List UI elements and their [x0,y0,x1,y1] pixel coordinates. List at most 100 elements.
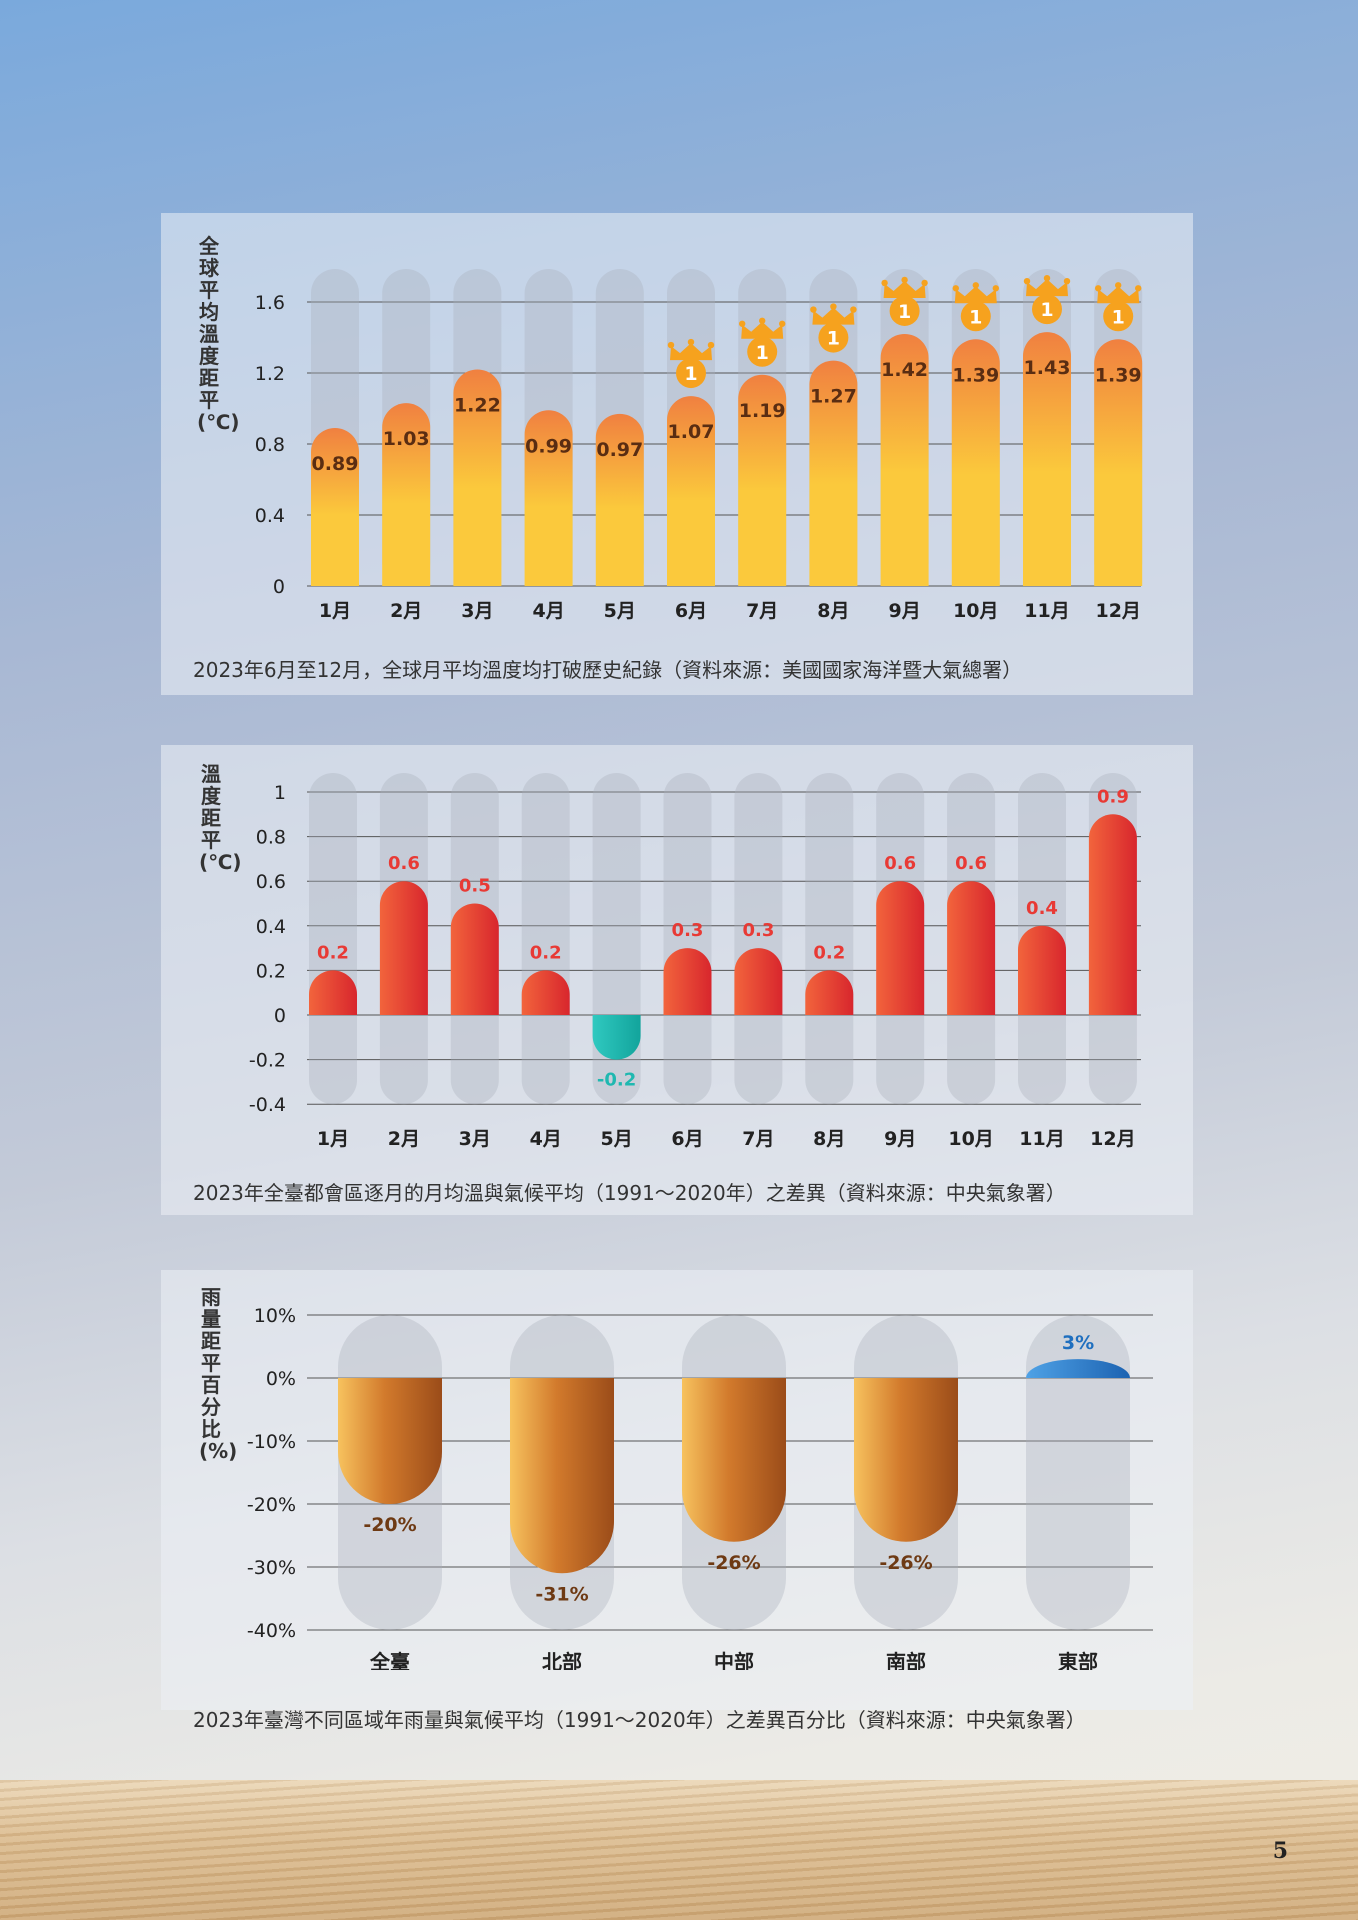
x-tick-label: 8月 [817,600,849,622]
y-tick-label: 0.8 [255,434,285,456]
bar [382,403,431,586]
x-tick-label: 10月 [953,600,998,622]
bar-value-label: 1.07 [668,421,715,443]
record-badge [1103,301,1134,332]
y-tick-label: 1.6 [255,292,285,314]
bar-value-label: 0.6 [884,853,916,874]
x-tick-label: 11月 [1019,1128,1064,1150]
record-badge-label: 1 [827,328,840,350]
bar-value-label: -0.2 [597,1070,636,1091]
crown-icon-jewel [1043,274,1051,282]
y-tick-label: 0 [274,1005,286,1027]
chart2-caption: 2023年全臺都會區逐月的月均溫與氣候平均（1991～2020年）之差異（資料來… [193,1181,1066,1205]
y-tick-label: -0.2 [249,1050,286,1072]
record-badge-label: 1 [756,342,769,364]
global-temp-chart-panel: 全球平均溫度距平(℃) 0 0.4 0.8 1.2 1.6 0.89 1月 1.03 2月 1.2… [161,213,1193,695]
crown-icon-jewel [687,338,695,346]
bar-track [521,773,570,1105]
chart3-y-axis-label: 雨量距平百分比(%) [199,1285,238,1463]
global-temp-chart: 0 0.4 0.8 1.2 1.6 0.89 1月 1.03 2月 1.22 3月 0.99 4月 0.9… [255,269,1143,622]
bar [805,970,854,1015]
bar-value-label: 0.3 [672,920,704,941]
bar [1023,332,1071,586]
crown-icon-jewel [972,282,979,289]
bar-value-label: 0.2 [530,942,562,963]
crown-icon-jewel [1095,285,1102,292]
y-tick-label: 0.8 [256,827,286,849]
bar-value-label: 0.3 [742,920,774,941]
bar-track [1026,1315,1130,1630]
bar-value-label: 0.9 [1097,786,1129,807]
bar [379,881,428,1015]
bar [738,374,787,586]
chart3-caption: 2023年臺灣不同區域年雨量與氣候平均（1991～2020年）之差異百分比（資料… [193,1708,1086,1732]
crown-icon-jewel [707,341,715,349]
x-tick-label: 3月 [459,1128,491,1150]
x-tick-label: 11月 [1024,600,1069,622]
bar [510,1378,614,1574]
bar-value-label: 1.39 [952,364,999,386]
bar-value-label: 1.03 [383,428,430,450]
bar-value-label: -26% [707,1552,760,1574]
y-tick-label: -30% [247,1557,296,1579]
bar-value-label: -31% [535,1583,588,1605]
bar-value-label: 0.4 [1026,898,1058,919]
crown-icon-jewel [992,285,999,292]
x-tick-label: 3月 [461,600,493,622]
crown-icon-jewel [952,285,959,292]
y-tick-label: 1.2 [255,363,285,385]
bar [663,948,712,1015]
bar [682,1378,786,1542]
bar [734,948,783,1015]
record-badge-label: 1 [1040,299,1053,321]
bar-track [734,773,783,1105]
x-tick-label: 8月 [813,1128,845,1150]
crown-icon-jewel [901,276,908,284]
bar [309,970,357,1015]
bar-value-label: 1.27 [810,386,857,408]
bar [592,1015,641,1060]
crown-icon [954,286,997,304]
x-tick-label: 6月 [675,600,707,622]
bar-value-label: 1.39 [1095,364,1142,386]
rainfall-chart: 10% 0% -10% -20% -30% -40% -20% 全臺 -31% 北部 -26% 中部 -… [247,1305,1153,1670]
y-tick-label: 0.4 [255,505,285,527]
x-tick-label: 7月 [742,1128,774,1150]
bar-value-label: 0.89 [312,453,359,475]
crown-icon-jewel [921,279,928,287]
x-tick-label: 1月 [317,1128,349,1150]
y-tick-label: 0.6 [256,871,286,893]
record-badge-label: 1 [898,301,911,323]
bar-value-label: 1.22 [454,394,501,416]
bar-value-label: 0.2 [813,942,845,963]
bar-value-label: 0.6 [388,853,420,874]
y-tick-label: 0.4 [256,916,286,938]
y-tick-label: 10% [254,1305,296,1327]
crown-icon [1026,279,1068,297]
bar [453,369,502,586]
x-tick-label: 4月 [530,1128,562,1150]
y-tick-label: -10% [247,1431,296,1453]
x-tick-label: 2月 [388,1128,420,1150]
record-badge-label: 1 [969,306,982,328]
crown-icon-jewel [1063,277,1071,285]
record-badge [747,336,778,367]
bar [1026,1359,1130,1378]
x-tick-label: 12月 [1095,600,1140,622]
bar [338,1378,442,1504]
bar [876,881,925,1015]
rainfall-chart-panel: 雨量距平百分比(%) 10% 0% -10% -20% -30% -40% -20% 全臺 -3… [161,1270,1193,1710]
y-tick-label: 1 [274,782,286,804]
bar-track [663,773,712,1105]
crown-icon-jewel [1135,285,1142,292]
bar-value-label: 1.42 [881,359,928,381]
crown-icon [670,343,712,361]
y-tick-label: -20% [247,1494,296,1516]
x-tick-label: 北部 [542,1650,582,1670]
y-tick-label: 0% [266,1368,296,1390]
bar [521,970,570,1015]
bar [595,413,644,586]
bar [1088,814,1137,1015]
bar [947,881,996,1015]
crown-icon-jewel [881,279,888,287]
